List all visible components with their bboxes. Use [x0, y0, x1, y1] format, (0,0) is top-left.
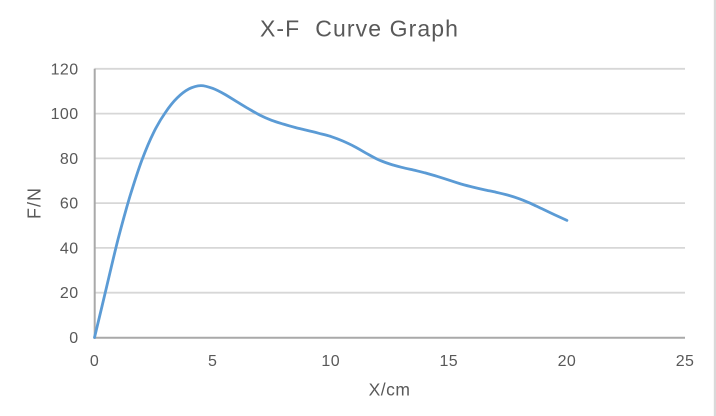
svg-text:20: 20	[60, 285, 79, 302]
svg-text:25: 25	[676, 353, 695, 370]
svg-text:20: 20	[558, 353, 577, 370]
svg-text:80: 80	[60, 151, 79, 168]
svg-text:0: 0	[90, 353, 99, 370]
svg-text:10: 10	[321, 353, 340, 370]
svg-text:120: 120	[51, 61, 79, 78]
svg-text:X/cm: X/cm	[369, 380, 411, 400]
svg-text:100: 100	[51, 106, 79, 123]
svg-text:40: 40	[60, 240, 79, 257]
svg-text:X-F Curve Graph: X-F Curve Graph	[260, 16, 459, 42]
svg-text:15: 15	[439, 353, 458, 370]
svg-text:F/N: F/N	[25, 187, 45, 219]
svg-text:0: 0	[69, 330, 78, 347]
svg-text:60: 60	[60, 196, 79, 213]
svg-text:5: 5	[208, 353, 217, 370]
